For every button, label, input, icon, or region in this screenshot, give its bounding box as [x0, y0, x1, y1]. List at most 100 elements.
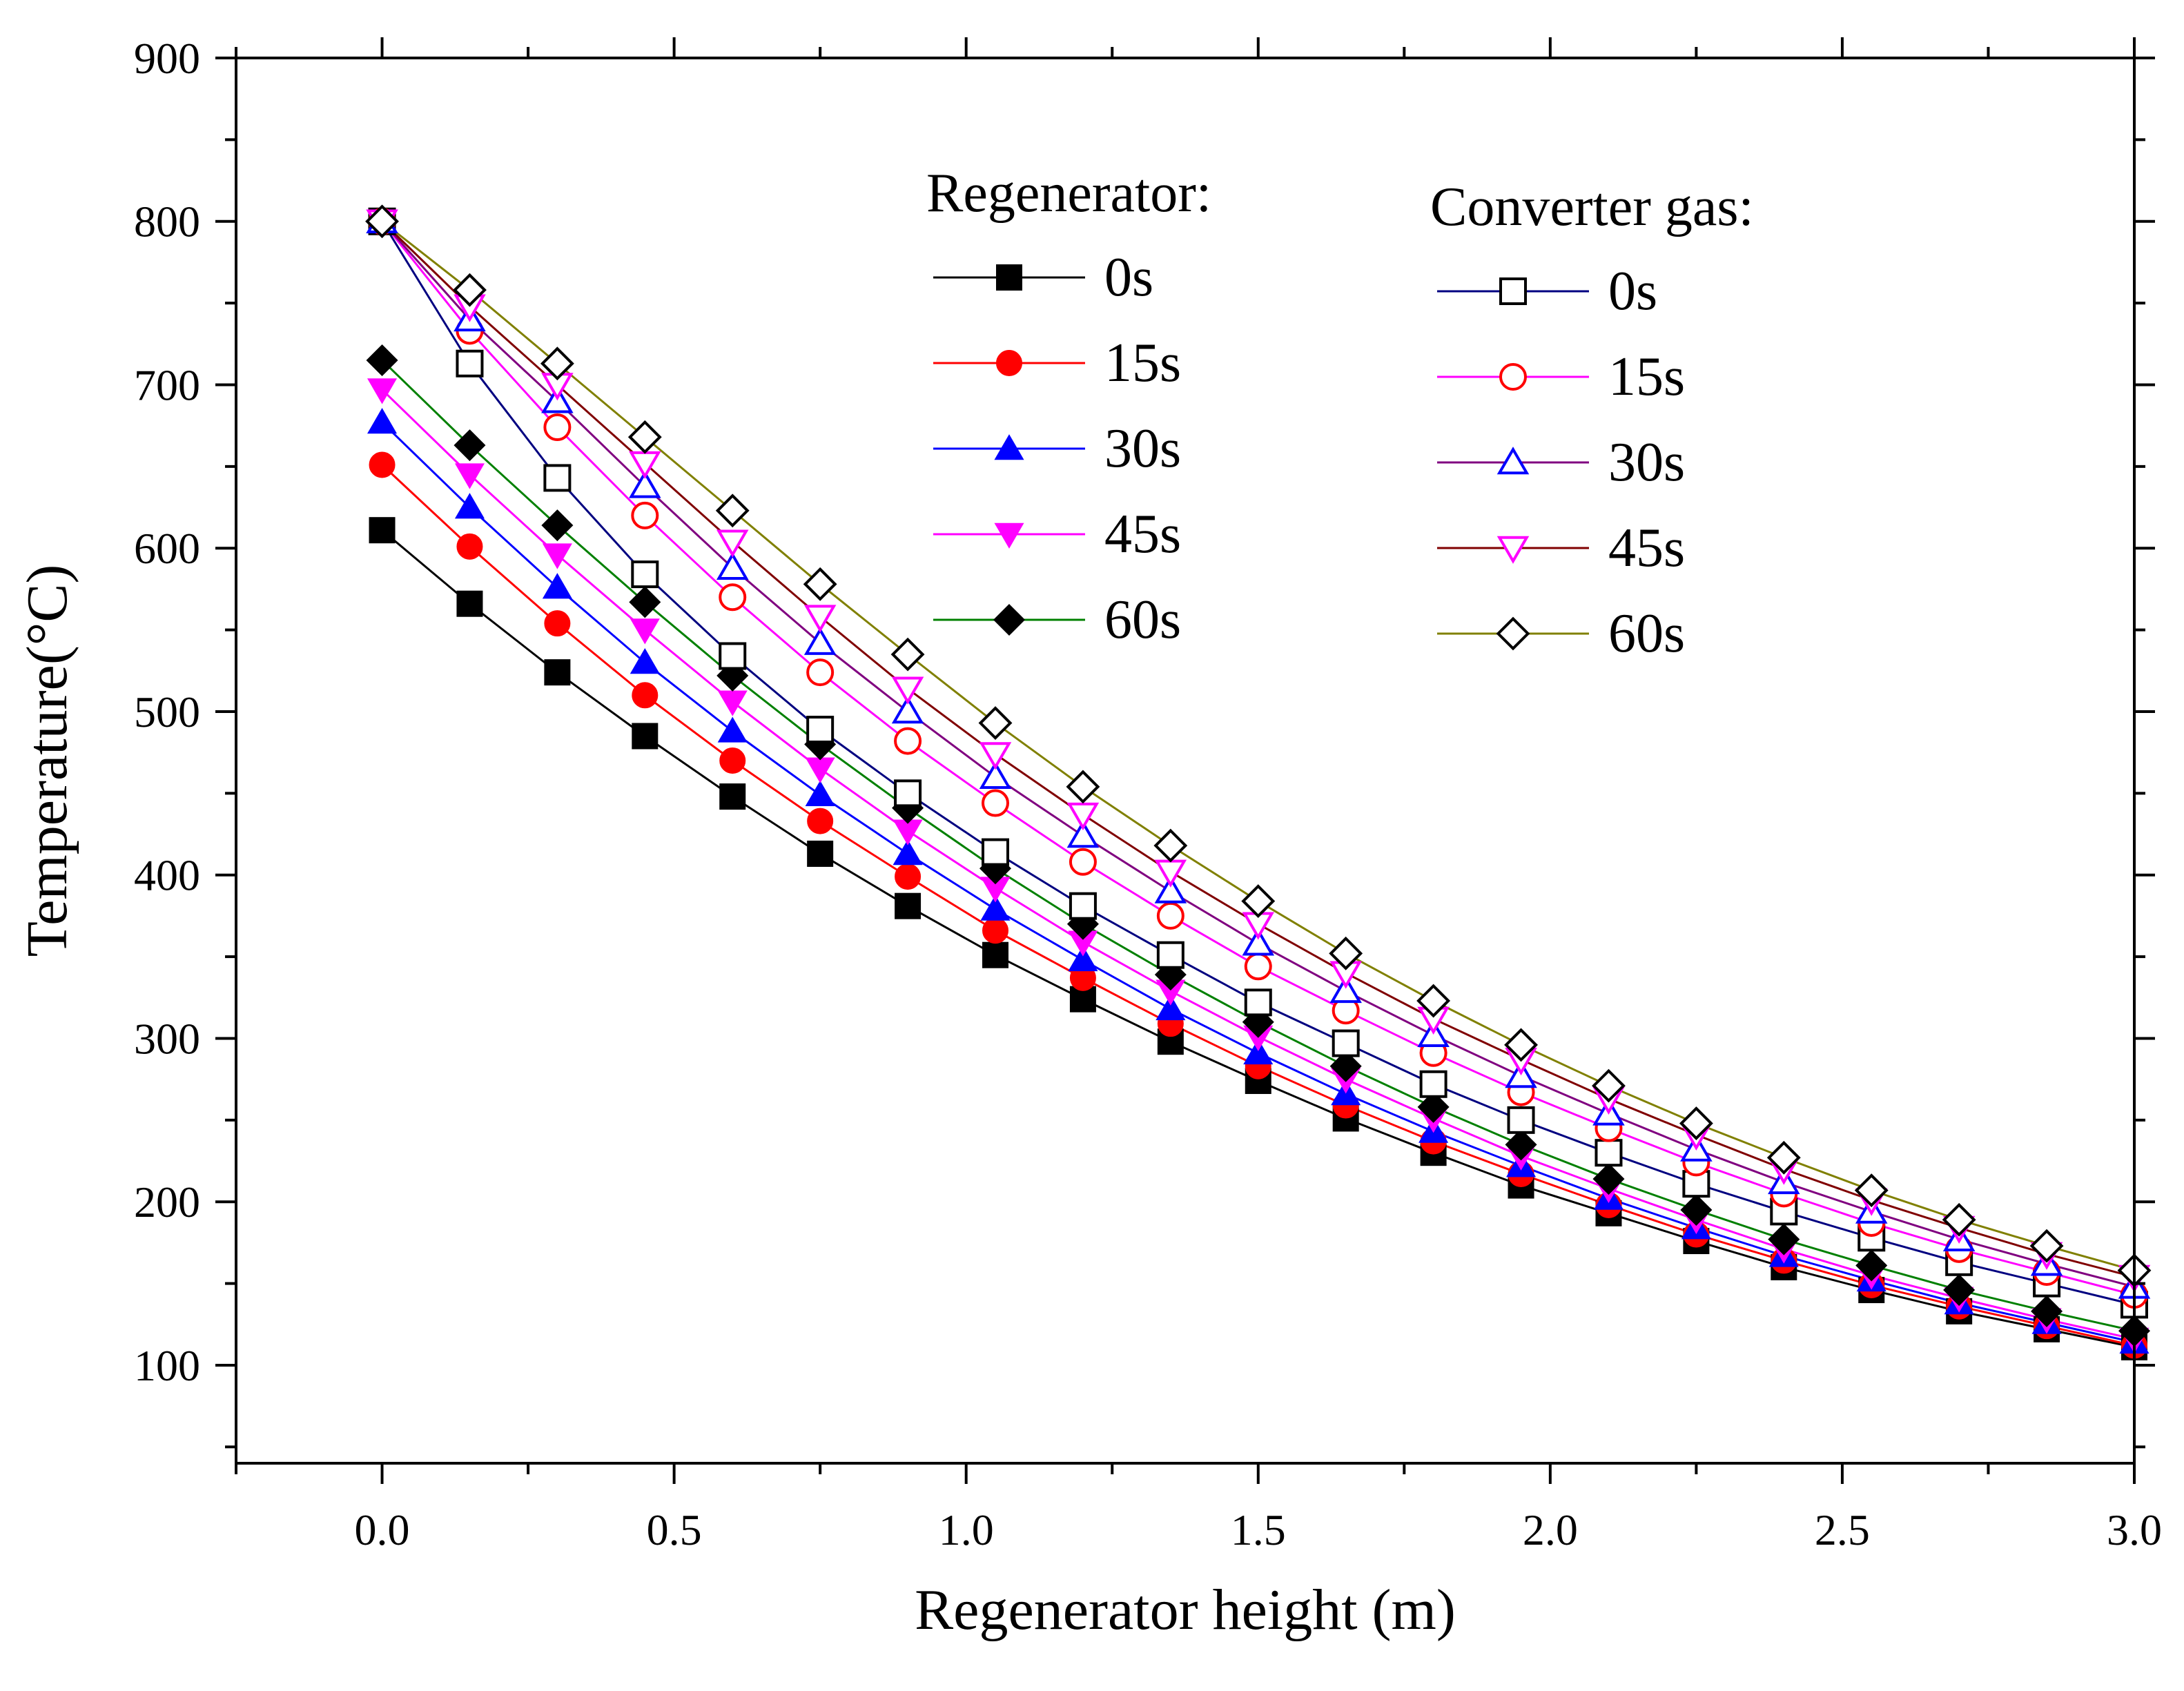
legend-entry-converter-gas-30s: 30s — [1437, 432, 1685, 493]
legend-entry-regenerator-60s: 60s — [933, 589, 1181, 650]
data-point-converter-gas-60s — [1679, 1106, 1713, 1141]
data-point-regenerator-0s — [895, 892, 922, 919]
legend-entry-regenerator-30s: 30s — [933, 418, 1181, 479]
data-point-converter-gas-60s — [978, 706, 1013, 740]
y-tick-label: 600 — [134, 524, 200, 573]
data-point-converter-gas-60s — [715, 493, 750, 528]
data-point-regenerator-60s — [629, 586, 661, 618]
x-tick-label: 1.0 — [939, 1505, 994, 1554]
data-point-regenerator-30s — [717, 716, 748, 743]
data-point-converter-gas-60s — [890, 637, 925, 672]
data-point-converter-gas-0s — [543, 464, 572, 492]
data-point-regenerator-45s — [630, 618, 660, 645]
series-line-converter-gas-0s — [381, 220, 2135, 1306]
data-point-converter-gas-45s — [1154, 859, 1187, 888]
legend-marker-converter-gas-45s — [1496, 536, 1530, 564]
data-point-converter-gas-60s — [365, 204, 399, 239]
data-point-regenerator-45s — [367, 378, 398, 404]
data-point-converter-gas-0s — [806, 716, 835, 744]
data-point-converter-gas-30s — [1154, 875, 1187, 903]
legend-label: 30s — [1608, 432, 1685, 493]
legend-marker-regenerator-60s — [993, 603, 1026, 636]
data-point-regenerator-15s — [807, 808, 834, 834]
legend-label: 45s — [1608, 518, 1685, 578]
data-point-regenerator-60s — [1943, 1274, 1976, 1307]
data-point-regenerator-30s — [805, 780, 835, 807]
data-point-converter-gas-0s — [982, 838, 1009, 866]
data-point-regenerator-60s — [1329, 1050, 1362, 1082]
data-point-converter-gas-60s — [453, 273, 487, 307]
data-point-converter-gas-60s — [1592, 1068, 1626, 1103]
data-point-regenerator-45s — [805, 757, 835, 783]
data-point-regenerator-60s — [366, 344, 398, 376]
data-point-regenerator-15s — [456, 533, 483, 560]
y-tick-label: 100 — [134, 1341, 200, 1390]
legend-entry-converter-gas-0s: 0s — [1437, 261, 1657, 322]
y-tick-label: 200 — [134, 1177, 200, 1226]
data-point-converter-gas-45s — [803, 605, 837, 633]
legend-marker-converter-gas-60s — [1496, 616, 1530, 651]
legend-label: 45s — [1104, 504, 1181, 565]
data-point-converter-gas-0s — [1595, 1139, 1623, 1167]
x-axis-title: Regenerator height (m) — [915, 1578, 1456, 1642]
data-point-regenerator-45s — [542, 543, 572, 569]
data-point-converter-gas-0s — [894, 779, 922, 808]
data-point-regenerator-60s — [1680, 1194, 1713, 1226]
legend-marker-converter-gas-15s — [1499, 363, 1527, 391]
data-point-converter-gas-15s — [1156, 901, 1184, 930]
x-tick-label: 2.5 — [1815, 1505, 1870, 1554]
axis-ticks — [215, 37, 2155, 1484]
data-point-converter-gas-60s — [1942, 1202, 1976, 1237]
data-point-regenerator-30s — [454, 493, 485, 519]
series-points-converter-gas-0s — [368, 207, 2148, 1319]
x-tick-label: 2.0 — [1523, 1505, 1578, 1554]
data-point-converter-gas-60s — [627, 420, 662, 454]
data-point-converter-gas-30s — [629, 470, 661, 498]
data-point-regenerator-30s — [630, 648, 660, 674]
y-tick-label: 300 — [134, 1014, 200, 1063]
data-point-converter-gas-0s — [719, 642, 747, 670]
data-point-converter-gas-30s — [1329, 975, 1362, 1004]
legend-heading-regenerator: Regenerator: — [926, 163, 1211, 224]
axis-tick-labels: 0.0 0.5 1.0 1.5 2.0 2.5 3.0 100 200 300 400 500 600 7… — [134, 34, 2162, 1554]
legend-label: 60s — [1104, 589, 1181, 650]
data-point-converter-gas-30s — [1066, 820, 1100, 848]
series-line-converter-gas-15s — [381, 220, 2135, 1296]
data-point-regenerator-0s — [369, 517, 396, 544]
data-point-converter-gas-45s — [979, 742, 1012, 770]
data-point-converter-gas-15s — [806, 658, 835, 687]
data-point-regenerator-60s — [1417, 1091, 1450, 1123]
legend-entry-converter-gas-45s: 45s — [1437, 518, 1685, 578]
data-point-regenerator-0s — [982, 941, 1008, 968]
data-point-converter-gas-0s — [1156, 941, 1184, 969]
data-point-converter-gas-15s — [631, 501, 659, 529]
series-points-converter-gas-30s — [366, 205, 2151, 1299]
legend-marker-converter-gas-30s — [1496, 447, 1530, 475]
legend-entry-regenerator-0s: 0s — [933, 247, 1153, 308]
data-point-regenerator-15s — [632, 682, 659, 709]
legend-label: 15s — [1608, 346, 1685, 407]
data-point-converter-gas-60s — [2029, 1229, 2064, 1263]
legend: Regenerator: 0s 15s 30s 45s 60s Converter gas:… — [926, 163, 1754, 664]
y-axis-title: Temperature(°C) — [15, 565, 79, 957]
series-points-converter-gas-15s — [368, 207, 2148, 1309]
data-point-converter-gas-0s — [1419, 1070, 1447, 1098]
data-point-regenerator-30s — [1243, 1038, 1274, 1065]
data-point-converter-gas-15s — [1244, 952, 1272, 981]
data-point-regenerator-0s — [807, 840, 834, 867]
series-points-converter-gas-45s — [366, 209, 2151, 1293]
legend-entry-converter-gas-60s: 60s — [1437, 603, 1685, 664]
data-point-regenerator-60s — [2031, 1295, 2063, 1327]
data-point-converter-gas-60s — [1504, 1028, 1538, 1062]
y-tick-label: 800 — [134, 197, 200, 246]
y-tick-label: 700 — [134, 360, 200, 409]
data-point-converter-gas-45s — [1066, 802, 1100, 831]
x-tick-label: 0.0 — [355, 1505, 410, 1554]
legend-label: 0s — [1104, 247, 1153, 308]
data-point-converter-gas-0s — [456, 349, 484, 378]
y-tick-label: 400 — [134, 851, 200, 900]
data-point-regenerator-0s — [544, 659, 571, 686]
data-point-regenerator-60s — [1505, 1128, 1537, 1161]
data-point-converter-gas-60s — [1066, 770, 1100, 804]
data-point-converter-gas-15s — [982, 789, 1009, 817]
